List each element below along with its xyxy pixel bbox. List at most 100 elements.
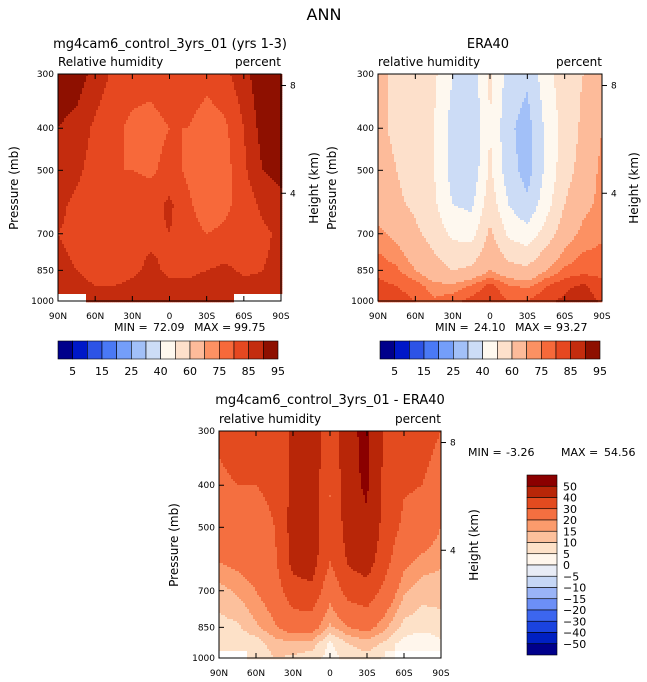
contour-cell xyxy=(248,110,251,113)
contour-cell xyxy=(114,148,117,151)
contour-cell xyxy=(144,106,147,109)
contour-cell xyxy=(150,120,153,123)
contour-cell xyxy=(124,134,127,137)
contour-cell xyxy=(128,86,131,89)
contour-cell xyxy=(262,74,265,77)
contour-cell xyxy=(106,116,109,119)
contour-cell xyxy=(230,86,233,89)
contour-cell xyxy=(132,98,135,101)
contour-cell xyxy=(82,78,85,81)
contour-cell xyxy=(132,90,135,93)
contour-cell xyxy=(208,100,211,103)
contour-cell xyxy=(266,110,269,113)
contour-cell xyxy=(198,100,201,103)
contour-cell xyxy=(220,94,223,97)
contour-cell xyxy=(238,110,241,113)
contour-cell xyxy=(82,160,85,163)
contour-cell xyxy=(226,108,229,111)
contour-cell xyxy=(218,132,221,135)
contour-cell xyxy=(86,84,89,87)
contour-cell xyxy=(166,112,169,115)
contour-cell xyxy=(240,94,243,97)
contour-cell xyxy=(140,86,143,89)
contour-cell xyxy=(248,130,251,133)
contour-cell xyxy=(260,80,263,83)
contour-cell xyxy=(152,104,155,107)
contour-cell xyxy=(78,84,81,87)
contour-cell xyxy=(98,92,101,95)
contour-cell xyxy=(158,96,161,99)
contour-cell xyxy=(258,160,261,163)
contour-cell xyxy=(182,118,185,121)
contour-cell xyxy=(160,154,163,157)
contour-cell xyxy=(66,122,69,125)
contour-cell xyxy=(272,130,275,133)
contour-cell xyxy=(134,86,137,89)
contour-cell xyxy=(264,74,267,77)
contour-cell xyxy=(184,136,187,139)
contour-cell xyxy=(266,128,269,131)
contour-cell xyxy=(270,158,273,161)
contour-cell xyxy=(216,76,219,79)
contour-cell xyxy=(130,92,133,95)
contour-cell xyxy=(252,146,255,149)
contour-cell xyxy=(136,104,139,107)
contour-cell xyxy=(78,100,81,103)
contour-cell xyxy=(78,140,81,143)
contour-cell xyxy=(266,88,269,91)
contour-cell xyxy=(182,110,185,113)
contour-cell xyxy=(256,152,259,155)
contour-cell xyxy=(232,108,235,111)
contour-cell xyxy=(218,92,221,95)
contour-cell xyxy=(142,98,145,101)
contour-cell xyxy=(172,128,175,131)
contour-cell xyxy=(272,124,275,127)
contour-cell xyxy=(258,90,261,93)
contour-cell xyxy=(76,112,79,115)
contour-cell xyxy=(274,82,277,85)
contour-cell xyxy=(238,102,241,105)
contour-cell xyxy=(142,124,145,127)
contour-cell xyxy=(226,130,229,133)
contour-cell xyxy=(210,94,213,97)
contour-cell xyxy=(176,120,179,123)
contour-cell xyxy=(236,80,239,83)
contour-cell xyxy=(98,138,101,141)
contour-cell xyxy=(260,158,263,161)
contour-cell xyxy=(172,160,175,163)
contour-cell xyxy=(150,122,153,125)
contour-cell xyxy=(160,84,163,87)
contour-cell xyxy=(144,122,147,125)
contour-cell xyxy=(94,160,97,163)
contour-cell xyxy=(276,112,279,115)
contour-cell xyxy=(212,120,215,123)
contour-cell xyxy=(244,110,247,113)
contour-cell xyxy=(148,88,151,91)
contour-cell xyxy=(128,140,131,143)
contour-cell xyxy=(58,96,61,99)
contour-cell xyxy=(192,158,195,161)
contour-cell xyxy=(228,144,231,147)
contour-cell xyxy=(168,116,171,119)
contour-cell xyxy=(108,84,111,87)
contour-cell xyxy=(214,114,217,117)
contour-cell xyxy=(150,150,153,153)
contour-cell xyxy=(196,96,199,99)
contour-cell xyxy=(116,90,119,93)
contour-cell xyxy=(70,122,73,125)
contour-cell xyxy=(214,158,217,161)
contour-cell xyxy=(114,92,117,95)
contour-cell xyxy=(116,92,119,95)
contour-cell xyxy=(274,78,277,81)
contour-cell xyxy=(186,150,189,153)
contour-cell xyxy=(96,98,99,101)
contour-cell xyxy=(242,84,245,87)
contour-cell xyxy=(182,124,185,127)
contour-cell xyxy=(204,74,207,77)
contour-cell xyxy=(164,100,167,103)
contour-cell xyxy=(164,116,167,119)
contour-cell xyxy=(252,124,255,127)
contour-cell xyxy=(210,140,213,143)
contour-cell xyxy=(174,92,177,95)
contour-cell xyxy=(226,88,229,91)
